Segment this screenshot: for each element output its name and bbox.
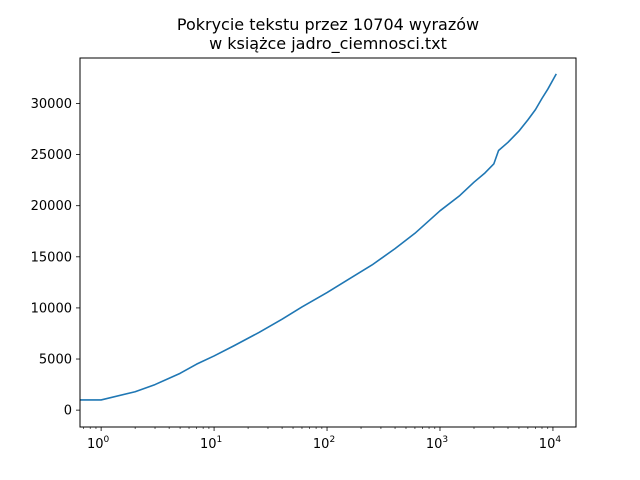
x-tick-exponent: 2 — [329, 435, 335, 445]
x-tick-base: 10 — [200, 437, 217, 452]
x-axis: 100 101 102 103 104 — [83, 427, 562, 452]
y-tick-label: 5000 — [39, 353, 72, 368]
plot-area — [80, 73, 557, 401]
series-line-0 — [80, 73, 557, 401]
x-tick-base: 10 — [426, 437, 443, 452]
x-tick-exponent: 4 — [555, 435, 561, 445]
y-tick-label: 25000 — [31, 148, 72, 163]
x-tick-exponent: 1 — [216, 435, 222, 445]
plot-frame — [79, 57, 577, 428]
y-tick-label: 30000 — [31, 97, 72, 112]
x-tick-label: 102 — [313, 435, 335, 452]
chart-title-line-1: Pokrycie tekstu przez 10704 wyrazów — [177, 15, 479, 34]
y-axis: 0 5000 10000 15000 20000 25000 30000 — [31, 97, 80, 419]
y-tick-label: 15000 — [31, 250, 72, 265]
x-tick-label: 101 — [200, 435, 222, 452]
x-tick-label: 103 — [426, 435, 448, 452]
x-tick-label: 100 — [87, 435, 110, 452]
x-tick-base: 10 — [313, 437, 330, 452]
y-tick-label: 20000 — [31, 199, 72, 214]
x-tick-label: 104 — [539, 435, 562, 452]
x-tick-base: 10 — [87, 437, 104, 452]
x-tick-exponent: 3 — [442, 435, 448, 445]
x-tick-exponent: 0 — [104, 435, 110, 445]
x-tick-base: 10 — [539, 437, 556, 452]
chart-title-line-2: w książce jadro_ciemnosci.txt — [209, 34, 447, 54]
y-tick-label: 10000 — [31, 301, 72, 316]
y-tick-label: 0 — [64, 404, 72, 419]
